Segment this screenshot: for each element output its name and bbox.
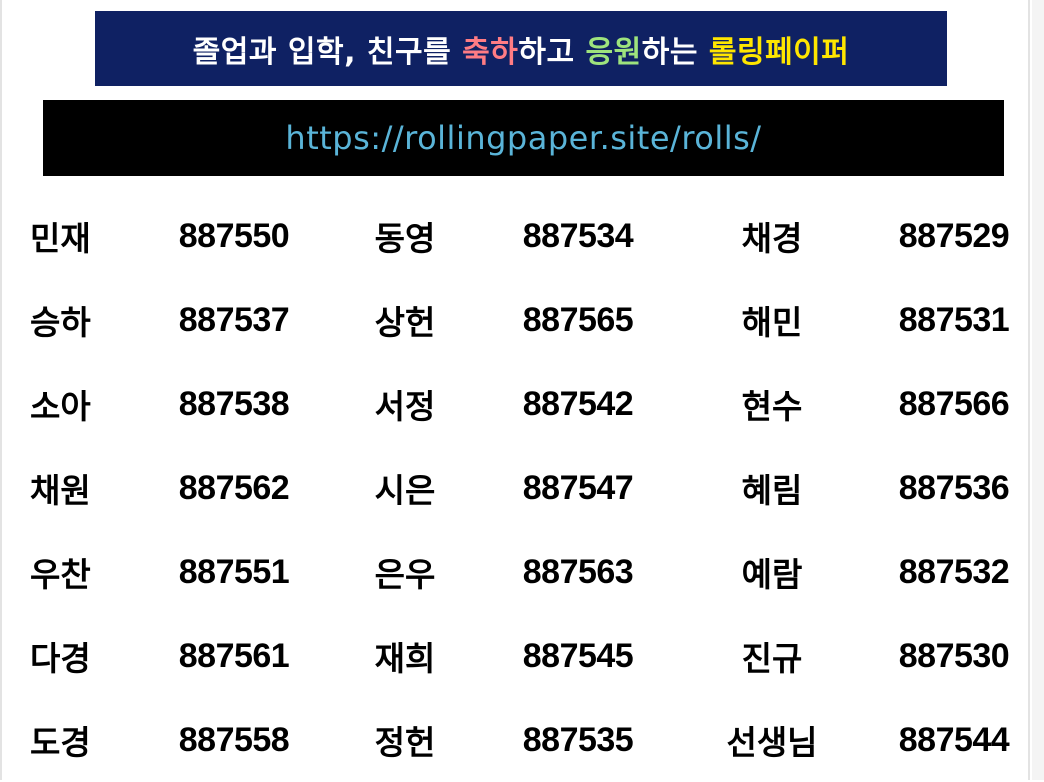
- roll-code: 887535: [522, 720, 634, 759]
- roll-code: 887531: [898, 300, 1010, 339]
- person-name: 동영: [374, 219, 436, 258]
- title-segment: 하는: [641, 34, 709, 70]
- person-name: 채경: [741, 219, 803, 258]
- person-name: 은우: [374, 555, 436, 594]
- url-banner: https://rollingpaper.site/rolls/: [43, 100, 1004, 176]
- code-row: 채원 887562 시은 887547 혜림 887536: [0, 446, 1030, 530]
- code-row: 도경 887558 정헌 887535 선생님 887544: [0, 698, 1030, 782]
- person-name: 정헌: [374, 723, 436, 762]
- roll-code: 887534: [522, 216, 634, 255]
- roll-code: 887544: [898, 720, 1010, 759]
- person-name: 우찬: [30, 555, 91, 594]
- person-name: 진규: [741, 639, 803, 678]
- roll-code: 887529: [898, 216, 1010, 255]
- roll-code: 887551: [178, 552, 290, 591]
- title-segment: 하고: [518, 34, 586, 70]
- roll-code: 887537: [178, 300, 290, 339]
- code-grid: 민재 887550 동영 887534 채경 887529 승하 887537 상헌 887565…: [0, 194, 1030, 780]
- title-segment: 응원: [585, 34, 642, 70]
- roll-code: 887565: [522, 300, 634, 339]
- person-name: 예람: [741, 555, 803, 594]
- code-row: 소아 887538 서정 887542 현수 887566: [0, 362, 1030, 446]
- title-segment: 롤링페이퍼: [708, 34, 850, 70]
- roll-code: 887563: [522, 552, 634, 591]
- person-name: 해민: [741, 303, 803, 342]
- roll-code: 887547: [522, 468, 634, 507]
- person-name: 재희: [374, 639, 436, 678]
- roll-code: 887561: [178, 636, 290, 675]
- person-name: 민재: [30, 219, 91, 258]
- person-name: 다경: [30, 639, 91, 678]
- rolling-paper-url[interactable]: https://rollingpaper.site/rolls/: [285, 119, 762, 157]
- person-name: 상헌: [374, 303, 436, 342]
- title-segment: 졸업과 입학, 친구를: [192, 34, 463, 70]
- roll-code: 887562: [178, 468, 290, 507]
- code-row: 다경 887561 재희 887545 진규 887530: [0, 614, 1030, 698]
- frame-right-border: [1028, 0, 1030, 780]
- title-banner: 졸업과 입학, 친구를 축하 하고 응원 하는 롤링페이퍼: [95, 11, 947, 86]
- person-name: 서정: [374, 387, 436, 426]
- roll-code: 887532: [898, 552, 1010, 591]
- person-name: 선생님: [726, 723, 818, 762]
- roll-code: 887550: [178, 216, 290, 255]
- roll-code: 887542: [522, 384, 634, 423]
- person-name: 채원: [30, 471, 91, 510]
- frame-left-border: [0, 0, 2, 780]
- code-row: 승하 887537 상헌 887565 해민 887531: [0, 278, 1030, 362]
- title-segment: 축하: [462, 34, 519, 70]
- person-name: 도경: [30, 723, 91, 762]
- code-row: 우찬 887551 은우 887563 예람 887532: [0, 530, 1030, 614]
- roll-code: 887536: [898, 468, 1010, 507]
- vertical-scrollbar[interactable]: [1032, 0, 1044, 780]
- person-name: 승하: [30, 303, 91, 342]
- roll-code: 887558: [178, 720, 290, 759]
- person-name: 소아: [30, 387, 91, 426]
- roll-code: 887566: [898, 384, 1010, 423]
- person-name: 혜림: [741, 471, 803, 510]
- roll-code: 887538: [178, 384, 290, 423]
- code-row: 민재 887550 동영 887534 채경 887529: [0, 194, 1030, 278]
- person-name: 현수: [741, 387, 803, 426]
- roll-code: 887530: [898, 636, 1010, 675]
- roll-code: 887545: [522, 636, 634, 675]
- person-name: 시은: [374, 471, 436, 510]
